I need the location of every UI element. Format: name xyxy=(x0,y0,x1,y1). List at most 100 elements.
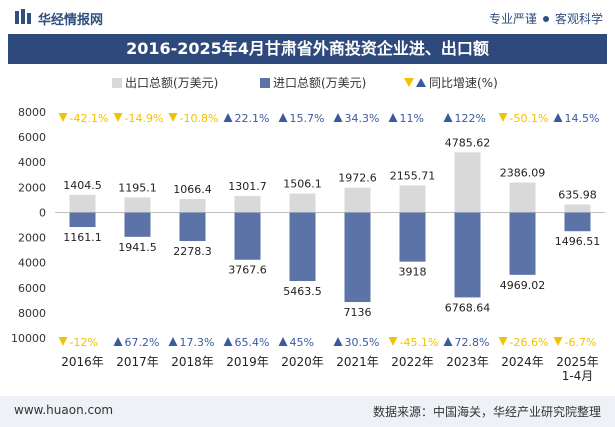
chart-area: 出口总额(万美元) 进口总额(万美元) 同比增速(%) 8000 6000 4000 200… xyxy=(0,64,615,394)
import-yoy-label: 17.3% xyxy=(180,336,215,349)
import-bar xyxy=(399,212,426,262)
import-yoy-down-arrow-icon xyxy=(553,337,563,346)
import-yoy-down-arrow-icon xyxy=(498,337,508,346)
tagline-left: 专业严谨 xyxy=(488,12,537,26)
x-category-label: 2021年 xyxy=(336,355,379,369)
import-bar xyxy=(344,212,371,303)
chart-title: 2016-2025年4月甘肃省外商投资企业进、出口额 xyxy=(126,39,489,58)
export-yoy-up-arrow-icon xyxy=(333,113,343,122)
export-yoy-up-arrow-icon xyxy=(278,113,288,122)
import-bar xyxy=(69,212,96,228)
x-category-label: 2025年 xyxy=(556,355,599,369)
import-value-label: 3918 xyxy=(399,266,427,279)
import-bar xyxy=(124,212,151,237)
import-yoy-up-arrow-icon xyxy=(278,337,288,346)
y-tick-label: 8000 xyxy=(18,307,46,320)
legend-up-arrow-icon xyxy=(416,78,426,87)
brand-name: 华经情报网 xyxy=(38,13,104,28)
import-value-label: 1161.1 xyxy=(63,231,102,244)
y-tick-label: 4000 xyxy=(18,156,46,169)
import-bar xyxy=(509,212,536,275)
import-yoy-label: -6.7% xyxy=(565,336,597,349)
separator-dot-icon xyxy=(542,15,549,22)
import-yoy-up-arrow-icon xyxy=(223,337,233,346)
import-yoy-label: 72.8% xyxy=(455,336,490,349)
export-yoy-up-arrow-icon xyxy=(223,113,233,122)
export-bar xyxy=(289,193,316,213)
export-value-label: 1301.7 xyxy=(228,180,267,193)
y-tick-label: 2000 xyxy=(18,181,46,194)
export-yoy-label: -42.1% xyxy=(70,112,109,125)
x-category-label: 2018年 xyxy=(171,355,214,369)
import-yoy-up-arrow-icon xyxy=(443,337,453,346)
export-value-label: 2386.09 xyxy=(500,166,546,179)
export-value-label: 1195.1 xyxy=(118,181,157,194)
legend-label-export: 出口总额(万美元) xyxy=(125,76,218,90)
import-yoy-label: -12% xyxy=(70,336,98,349)
export-yoy-label: 122% xyxy=(455,112,486,125)
footer-website: www.huaon.com xyxy=(14,403,114,417)
tagline: 专业严谨 客观科学 xyxy=(489,10,603,27)
y-tick-label: 8000 xyxy=(18,106,46,119)
import-yoy-label: 45% xyxy=(290,336,314,349)
top-bar: 华经情报网 专业严谨 客观科学 xyxy=(0,0,615,34)
export-bar xyxy=(124,197,151,213)
import-yoy-label: 67.2% xyxy=(125,336,160,349)
title-bar: 2016-2025年4月甘肃省外商投资企业进、出口额 xyxy=(8,34,607,64)
import-value-label: 1941.5 xyxy=(118,241,157,254)
export-bar xyxy=(454,152,481,213)
legend-down-arrow-icon xyxy=(404,78,414,87)
import-value-label: 7136 xyxy=(344,306,372,319)
import-yoy-up-arrow-icon xyxy=(333,337,343,346)
y-tick-label: 6000 xyxy=(18,131,46,144)
import-yoy-down-arrow-icon xyxy=(388,337,398,346)
x-category-label: 1-4月 xyxy=(562,369,594,383)
y-tick-label: 6000 xyxy=(18,282,46,295)
x-category-label: 2024年 xyxy=(501,355,544,369)
export-bar xyxy=(509,182,536,213)
export-value-label: 4785.62 xyxy=(445,136,491,149)
import-value-label: 6768.64 xyxy=(445,301,491,314)
legend-label-import: 进口总额(万美元) xyxy=(273,76,366,90)
export-value-label: 1506.1 xyxy=(283,178,322,191)
footer-source: 数据来源：中国海关，华经产业研究院整理 xyxy=(372,405,601,419)
import-yoy-down-arrow-icon xyxy=(58,337,68,346)
import-value-label: 4969.02 xyxy=(500,279,546,292)
export-yoy-up-arrow-icon xyxy=(443,113,453,122)
import-yoy-label: 30.5% xyxy=(345,336,380,349)
import-yoy-label: -26.6% xyxy=(510,336,549,349)
export-yoy-down-arrow-icon xyxy=(113,113,123,122)
export-yoy-label: -50.1% xyxy=(510,112,549,125)
export-value-label: 1404.5 xyxy=(63,179,102,192)
export-bar xyxy=(69,194,96,213)
export-bar xyxy=(234,196,261,213)
import-value-label: 5463.5 xyxy=(283,285,322,298)
brand-logo-icon xyxy=(15,9,31,24)
export-yoy-up-arrow-icon xyxy=(553,113,563,122)
x-category-label: 2016年 xyxy=(61,355,104,369)
import-bar xyxy=(454,212,481,298)
legend-label-yoy: 同比增速(%) xyxy=(429,76,498,90)
export-yoy-down-arrow-icon xyxy=(58,113,68,122)
import-yoy-up-arrow-icon xyxy=(168,337,178,346)
export-yoy-down-arrow-icon xyxy=(168,113,178,122)
export-yoy-label: 22.1% xyxy=(235,112,270,125)
import-yoy-label: 65.4% xyxy=(235,336,270,349)
y-tick-label: 2000 xyxy=(18,232,46,245)
export-yoy-label: -14.9% xyxy=(125,112,164,125)
export-bar xyxy=(179,199,206,213)
export-yoy-label: 14.5% xyxy=(565,112,600,125)
bar-chart: 出口总额(万美元) 进口总额(万美元) 同比增速(%) 8000 6000 4000 200… xyxy=(11,76,605,383)
export-bar xyxy=(344,187,371,213)
y-tick-label: 10000 xyxy=(11,332,46,345)
import-value-label: 2278.3 xyxy=(173,245,212,258)
y-tick-label: 0 xyxy=(39,206,46,219)
export-bar xyxy=(564,204,591,213)
x-category-label: 2020年 xyxy=(281,355,324,369)
export-value-label: 635.98 xyxy=(558,188,597,201)
import-bar xyxy=(289,212,316,282)
export-yoy-label: 11% xyxy=(400,112,424,125)
import-bar xyxy=(234,212,261,260)
import-bar xyxy=(179,212,206,242)
export-yoy-label: -10.8% xyxy=(180,112,219,125)
